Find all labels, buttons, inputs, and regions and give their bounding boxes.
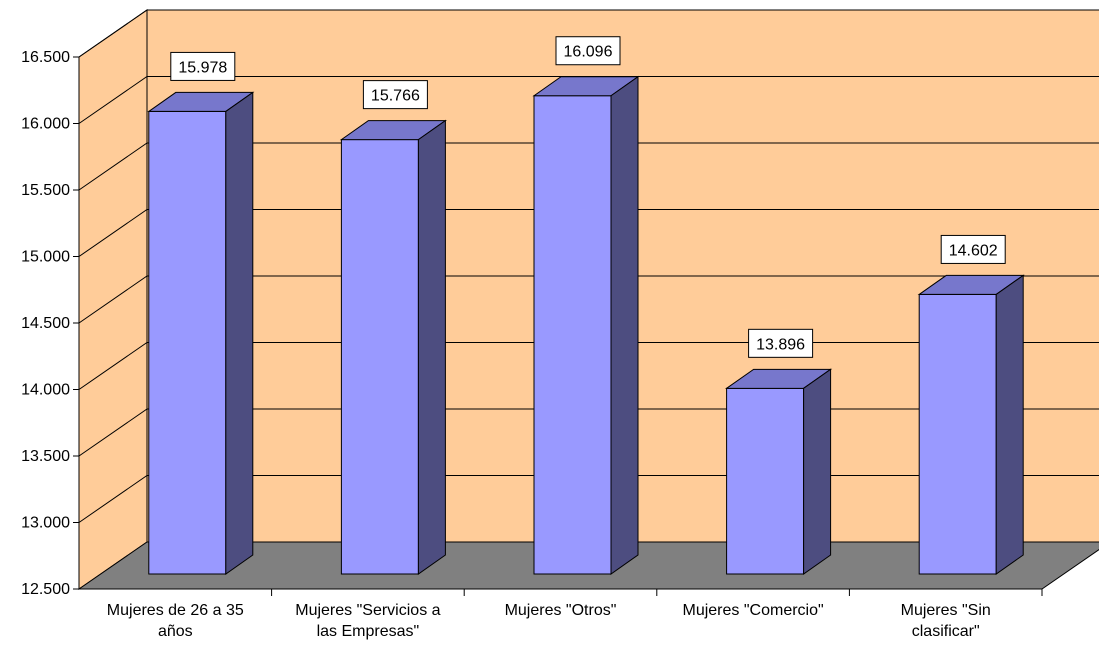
- bar-front: [726, 387, 805, 575]
- x-category-label-line: Mujeres de 26 a 35: [107, 602, 244, 619]
- data-label-box: [362, 80, 428, 110]
- x-category-label: Mujeres "Comercio": [683, 602, 824, 619]
- y-tick-label: 16.500: [21, 49, 70, 66]
- y-tick-label: 13.500: [21, 448, 70, 465]
- data-label-text: 16.096: [564, 44, 613, 61]
- data-label-text: 15.766: [371, 88, 420, 105]
- gridline: [78, 209, 1099, 257]
- bar-side: [995, 274, 1024, 575]
- x-category-label-line: Mujeres "Servicios a: [295, 602, 440, 619]
- y-axis-tick-labels: 12.500 13.000 13.500 14.000 14.500 15.000 15.5…: [21, 49, 70, 598]
- gridline: [78, 76, 1099, 124]
- data-labels: 15.978 15.766 16.096 13.896 14.602: [170, 36, 1006, 358]
- x-category-label: Mujeres "Servicios a las Empresas": [295, 602, 440, 640]
- data-label-box: [555, 36, 621, 66]
- bar-front: [918, 293, 997, 575]
- x-category-label-line: Mujeres "Comercio": [683, 602, 824, 619]
- y-tick-label: 16.000: [21, 116, 70, 133]
- y-tick-label: 15.500: [21, 182, 70, 199]
- y-tick-label: 12.500: [21, 581, 70, 598]
- bar: [917, 274, 1025, 575]
- x-category-label: Mujeres de 26 a 35 años: [107, 602, 244, 640]
- data-label-box: [748, 328, 814, 358]
- bar-front: [340, 139, 419, 575]
- y-tick-label: 14.500: [21, 315, 70, 332]
- y-tick-label: 15.000: [21, 249, 70, 266]
- x-axis-category-labels: Mujeres de 26 a 35 años Mujeres "Servicios…: [107, 602, 991, 640]
- x-category-label: Mujeres "Otros": [505, 602, 617, 619]
- x-category-label-line: Mujeres "Otros": [505, 602, 617, 619]
- bar: [147, 91, 255, 575]
- bars: [147, 75, 1025, 575]
- data-label: 15.766: [362, 80, 428, 110]
- data-label-text: 15.978: [178, 59, 227, 76]
- data-label-box: [940, 234, 1006, 264]
- x-category-label-line: clasificar": [912, 623, 980, 640]
- x-category-label-line: años: [158, 623, 193, 640]
- x-category-label: Mujeres "Sin clasificar": [901, 602, 991, 640]
- axes: [73, 56, 1043, 596]
- data-label: 16.096: [555, 36, 621, 66]
- gridline: [78, 142, 1099, 191]
- bar: [339, 119, 447, 575]
- data-label-text: 14.602: [949, 242, 998, 259]
- bar-side: [225, 91, 254, 575]
- y-tick-label: 13.000: [21, 515, 70, 532]
- bar-side: [803, 368, 832, 575]
- y-tick-label: 14.000: [21, 382, 70, 399]
- bar: [725, 368, 833, 575]
- data-label-box: [170, 51, 236, 81]
- bar: [532, 75, 640, 575]
- bar-side: [610, 75, 639, 575]
- gridline: [78, 275, 1099, 324]
- data-label: 14.602: [940, 234, 1006, 264]
- gridline: [78, 9, 1099, 58]
- bar-side: [417, 119, 446, 575]
- data-label: 13.896: [748, 328, 814, 358]
- x-category-label-line: las Empresas": [317, 623, 420, 640]
- data-label: 15.978: [170, 51, 236, 81]
- bar-front: [533, 95, 612, 575]
- x-category-label-line: Mujeres "Sin: [901, 602, 991, 619]
- bar-front: [148, 110, 227, 575]
- data-label-text: 13.896: [756, 336, 805, 353]
- gridlines: [78, 9, 1099, 523]
